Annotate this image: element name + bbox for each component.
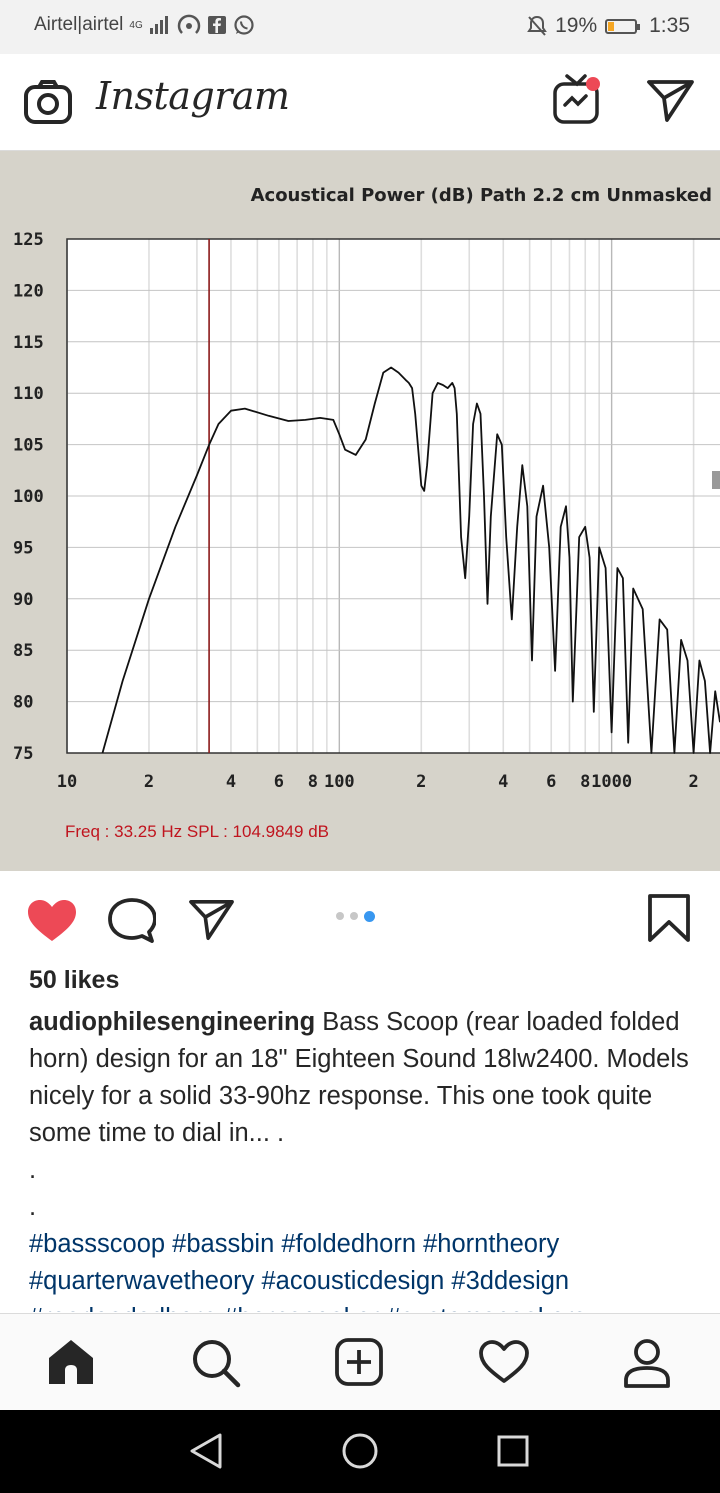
whatsapp-icon [234, 15, 254, 35]
facebook-icon [207, 16, 226, 34]
y-tick-label: 80 [13, 693, 33, 713]
carousel-dot [350, 912, 358, 920]
y-tick-label: 100 [13, 487, 44, 507]
y-tick-label: 125 [13, 230, 44, 250]
caption-username[interactable]: audiophilesengineering [29, 1008, 316, 1036]
caption-hashtags[interactable]: #bassscoop #bassbin #foldedhorn #hornthe… [29, 1230, 586, 1312]
x-tick-label: 8 [308, 772, 318, 792]
y-tick-label: 120 [13, 281, 44, 301]
chart-title: Acoustical Power (dB) Path 2.2 cm Unmask… [251, 185, 712, 206]
frequency-response-chart: 125 120 115 110 105 100 95 90 85 80 75 10 2 4 6 8 100 2 4 6… [13, 185, 720, 841]
profile-icon[interactable] [623, 1338, 671, 1388]
x-tick-label: 100 [324, 772, 355, 792]
home-icon[interactable] [47, 1338, 95, 1386]
x-tick-label: 4 [226, 772, 236, 792]
heart-outline-icon[interactable] [479, 1340, 529, 1384]
direct-message-icon[interactable] [646, 78, 696, 124]
scroll-indicator [712, 471, 720, 489]
x-tick-label: 10 [57, 772, 77, 792]
clock: 1:35 [649, 14, 690, 37]
y-tick-label: 90 [13, 590, 33, 610]
post-image[interactable]: 125 120 115 110 105 100 95 90 85 80 75 10 2 4 6 8 100 2 4 6… [0, 151, 720, 871]
cursor-readout: Freq : 33.25 Hz SPL : 104.9849 dB [65, 822, 329, 841]
bottom-navigation [0, 1313, 720, 1411]
caption-dot: . [29, 1156, 37, 1184]
carousel-dot-active [364, 911, 375, 922]
caption-text: Bass Scoop (rear loaded folded horn) des… [29, 1008, 689, 1147]
y-tick-label: 75 [13, 744, 33, 764]
post-actions [0, 872, 720, 962]
likes-count[interactable]: 50 likes [29, 966, 120, 994]
bell-muted-icon [527, 15, 547, 36]
y-tick-label: 115 [13, 333, 44, 353]
x-tick-label: 2 [688, 772, 698, 792]
y-tick-label: 95 [13, 538, 33, 558]
plot-border [66, 238, 720, 754]
y-tick-label: 105 [13, 436, 44, 456]
recents-icon[interactable] [496, 1432, 530, 1470]
spl-curve [101, 366, 720, 754]
carousel-dot [336, 912, 344, 920]
x-tick-label: 8 [580, 772, 590, 792]
x-tick-label: 1000 [591, 772, 632, 792]
app-header: Instagram [0, 54, 720, 151]
caption-dot: . [29, 1193, 37, 1221]
system-navigation [0, 1410, 720, 1493]
add-post-icon[interactable] [335, 1338, 383, 1386]
bookmark-icon[interactable] [648, 894, 690, 942]
home-circle-icon[interactable] [341, 1432, 379, 1470]
caption: audiophilesengineering Bass Scoop (rear … [29, 1004, 709, 1312]
heart-filled-icon[interactable] [27, 899, 77, 943]
y-tick-label: 110 [13, 384, 44, 404]
status-right: 19% 1:35 [527, 14, 690, 38]
camera-icon[interactable] [24, 80, 72, 124]
carousel-indicator [336, 911, 375, 922]
battery-percent: 19% [555, 14, 598, 37]
carrier-label: Airtel|airtel [34, 14, 124, 35]
x-tick-label: 6 [546, 772, 556, 792]
battery-icon [605, 18, 641, 34]
x-tick-label: 6 [274, 772, 284, 792]
search-icon[interactable] [191, 1338, 241, 1388]
y-tick-label: 85 [13, 641, 33, 661]
hotspot-icon [177, 14, 200, 34]
x-tick-label: 2 [416, 772, 426, 792]
app-logo: Instagram [96, 74, 290, 118]
network-label: 4G [129, 19, 143, 31]
igtv-icon[interactable] [552, 72, 602, 126]
share-icon[interactable] [187, 898, 237, 942]
status-left: Airtel|airtel 4G [34, 14, 255, 36]
signal-icon [149, 16, 168, 34]
comment-icon[interactable] [108, 897, 156, 943]
x-tick-label: 2 [144, 772, 154, 792]
x-tick-label: 4 [498, 772, 508, 792]
back-icon[interactable] [188, 1432, 224, 1470]
status-bar: Airtel|airtel 4G 19% 1:35 [0, 0, 720, 54]
caption-container: audiophilesengineering Bass Scoop (rear … [0, 1000, 720, 1312]
